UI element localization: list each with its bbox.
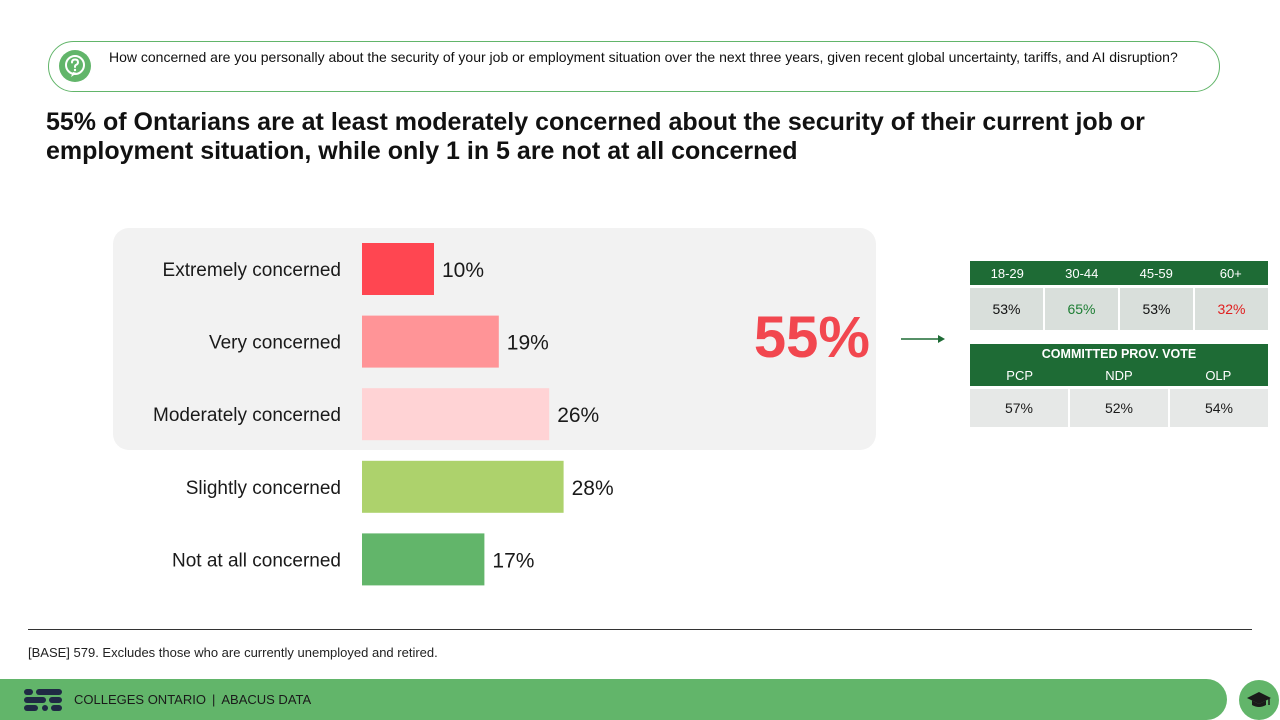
question-text: How concerned are you personally about t… [109,49,1178,65]
vote-table-row: 57% 52% 54% [970,389,1268,427]
divider [28,629,1252,630]
vote-table-header: PCP NDP OLP [970,365,1268,386]
vote-header-pcp: PCP [1006,368,1034,383]
data-label: 10% [442,259,484,282]
category-label: Very concerned [209,333,341,354]
question-circle-icon [59,50,91,82]
category-label: Not at all concerned [172,550,341,571]
age-value-60-plus: 32% [1195,288,1268,330]
arrow-right-icon [901,335,945,343]
age-header-18-29: 18-29 [990,265,1024,281]
footer-left-text: COLLEGES ONTARIO [74,692,206,707]
bar-chart: Extremely concerned 10% Very concerned 19% M… [153,243,614,586]
data-label: 28% [572,477,614,500]
bar-very-concerned [362,315,499,368]
age-table-header: 18-29 30-44 45-59 60+ [970,261,1268,285]
vote-header-olp: OLP [1205,368,1232,383]
bar-extremely-concerned [362,243,434,295]
footer-text: COLLEGES ONTARIO | ABACUS DATA [74,692,311,707]
age-value-18-29: 53% [970,288,1043,330]
data-label: 26% [557,404,599,427]
bar-moderately-concerned [362,388,550,441]
vote-value-pcp: 57% [970,389,1068,427]
category-label: Slightly concerned [186,478,341,499]
category-label: Extremely concerned [163,260,341,281]
age-breakdown-table: 18-29 30-44 45-59 60+ 53% 65% 53% 32% [970,261,1268,330]
vote-table-title: COMMITTED PROV. VOTE [970,344,1268,365]
age-value-45-59: 53% [1120,288,1193,330]
vote-value-olp: 54% [1170,389,1268,427]
base-note: [BASE] 579. Excludes those who are curre… [28,645,438,660]
total-concerned-value: 55% [753,305,870,370]
vote-header-ndp: NDP [1105,368,1133,383]
category-label: Moderately concerned [153,405,341,426]
graduation-cap-icon [1239,680,1279,720]
age-header-30-44: 30-44 [1065,265,1099,281]
footer-separator: | [211,692,216,707]
age-header-60-plus: 60+ [1219,265,1242,281]
vote-value-ndp: 52% [1070,389,1168,427]
age-value-30-44: 65% [1045,288,1118,330]
footer-bar: COLLEGES ONTARIO | ABACUS DATA [0,679,1227,720]
data-label: 19% [507,332,549,355]
footer-right-text: ABACUS DATA [221,692,312,707]
age-header-45-59: 45-59 [1139,265,1173,281]
age-table-row: 53% 65% 53% 32% [970,288,1268,330]
bar-slightly-concerned [362,460,564,513]
data-label: 17% [492,549,534,572]
bar-not-at-all-concerned [362,533,485,586]
question-box: How concerned are you personally about t… [48,41,1220,92]
colleges-ontario-logo-icon [24,689,62,711]
headline: 55% of Ontarians are at least moderately… [46,108,1145,165]
vote-breakdown-table: COMMITTED PROV. VOTE PCP NDP OLP 57% 52%… [970,344,1268,427]
